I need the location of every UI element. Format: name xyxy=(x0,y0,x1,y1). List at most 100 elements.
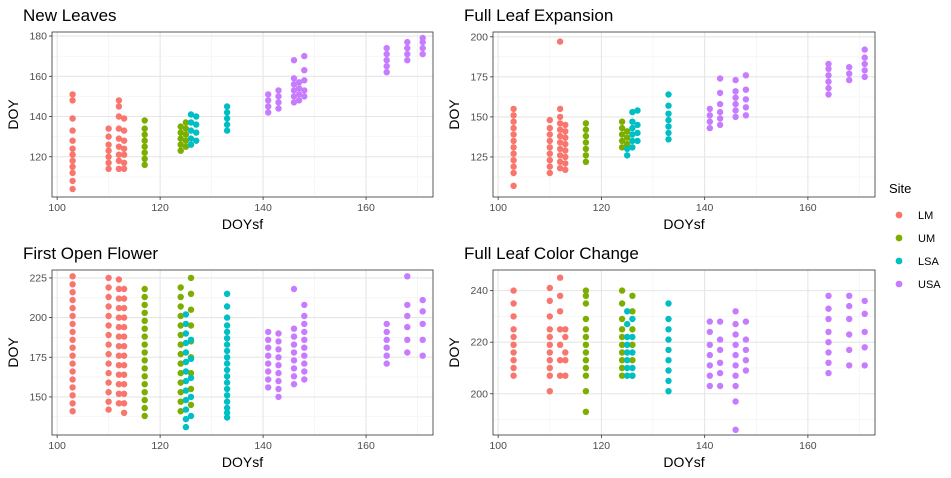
data-point xyxy=(624,364,631,372)
data-point xyxy=(582,132,590,140)
data-point xyxy=(105,341,112,348)
data-point xyxy=(69,151,76,158)
data-point xyxy=(732,107,739,114)
data-point xyxy=(182,396,190,404)
panel-border xyxy=(492,31,876,198)
data-point xyxy=(141,137,148,144)
data-point xyxy=(732,88,739,95)
data-point xyxy=(115,285,123,293)
data-point xyxy=(290,381,298,388)
y-tick-label: 125 xyxy=(470,151,488,163)
data-point xyxy=(665,102,672,109)
data-point xyxy=(556,292,564,299)
data-point xyxy=(383,360,390,367)
data-point xyxy=(187,336,195,343)
data-point xyxy=(290,349,298,356)
panel-3: First Open Flower 100 120 140 160 150 175 200 22… xyxy=(5,244,434,470)
data-point xyxy=(846,302,853,310)
data-point xyxy=(290,373,298,380)
data-point xyxy=(510,364,517,372)
data-point xyxy=(510,118,517,125)
y-axis-label: DOY xyxy=(5,99,21,130)
data-point xyxy=(105,284,112,291)
data-point xyxy=(182,339,190,347)
data-point xyxy=(562,121,569,129)
data-point xyxy=(115,143,123,150)
data-point xyxy=(546,357,553,364)
x-tick-label: 160 xyxy=(357,202,375,214)
x-tick-label: 160 xyxy=(799,440,817,452)
data-point xyxy=(301,93,308,100)
data-point xyxy=(275,87,282,94)
y-tick-label: 200 xyxy=(470,388,488,400)
data-point xyxy=(582,287,590,294)
data-point xyxy=(846,63,853,71)
data-point xyxy=(120,381,128,388)
data-point xyxy=(510,131,517,138)
data-point xyxy=(275,377,282,385)
data-point xyxy=(69,177,76,185)
data-point xyxy=(187,141,195,148)
data-point xyxy=(115,304,123,312)
data-point xyxy=(69,169,76,177)
data-point xyxy=(742,336,750,343)
data-point xyxy=(69,328,76,336)
data-point xyxy=(629,349,636,356)
data-point xyxy=(187,369,195,377)
data-point xyxy=(141,301,148,309)
y-tick-label: 200 xyxy=(29,312,47,324)
series-um xyxy=(141,274,195,420)
data-point xyxy=(265,328,272,336)
data-point xyxy=(120,127,128,134)
y-tick-label: 150 xyxy=(470,111,488,123)
data-point xyxy=(141,285,148,293)
data-point xyxy=(223,414,231,421)
data-point xyxy=(846,292,853,299)
data-point xyxy=(665,300,672,307)
data-point xyxy=(582,364,590,372)
data-point xyxy=(546,341,553,348)
data-point xyxy=(120,295,128,302)
data-point xyxy=(115,390,123,397)
data-point xyxy=(120,304,128,312)
data-point xyxy=(141,381,148,388)
data-point xyxy=(120,314,128,321)
series-usa xyxy=(706,292,868,433)
data-point xyxy=(177,135,184,142)
data-point xyxy=(706,372,713,379)
data-point xyxy=(383,352,390,359)
data-point xyxy=(295,85,303,92)
data-point xyxy=(510,144,517,151)
data-point xyxy=(732,331,739,338)
data-point xyxy=(141,389,148,396)
data-point xyxy=(846,315,853,323)
data-point xyxy=(546,326,553,333)
data-point xyxy=(582,139,590,146)
data-point xyxy=(419,50,426,58)
data-point xyxy=(582,333,590,341)
data-point xyxy=(187,135,195,142)
data-point xyxy=(624,140,631,148)
x-tick-label: 140 xyxy=(696,202,714,214)
data-point xyxy=(182,368,190,375)
data-point xyxy=(69,115,76,122)
data-point xyxy=(510,150,517,157)
data-point xyxy=(290,57,298,64)
data-point xyxy=(223,121,231,128)
series-lm xyxy=(510,274,569,395)
data-point xyxy=(742,367,750,374)
data-point xyxy=(177,129,184,136)
data-point xyxy=(624,320,631,328)
data-point xyxy=(290,285,298,293)
data-point xyxy=(69,127,76,134)
data-point xyxy=(115,362,123,369)
data-point xyxy=(546,157,553,164)
data-point xyxy=(115,135,123,142)
data-point xyxy=(275,385,282,393)
data-point xyxy=(732,320,739,328)
data-point xyxy=(706,351,713,359)
data-point xyxy=(732,100,739,108)
x-tick-label: 140 xyxy=(254,440,272,452)
data-point xyxy=(510,300,517,307)
data-point xyxy=(301,336,308,343)
